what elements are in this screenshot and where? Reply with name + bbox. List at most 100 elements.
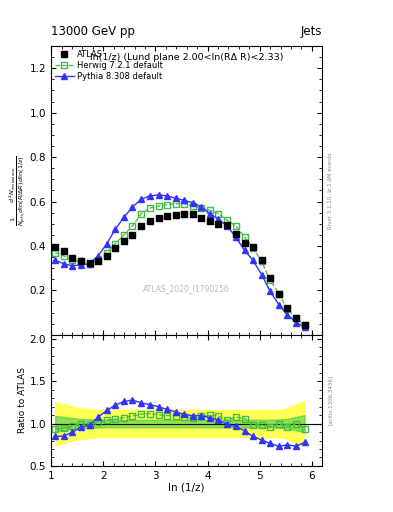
ATLAS [79, 259, 83, 265]
Herwig 7.2.1 default [302, 323, 307, 329]
ATLAS [70, 255, 75, 261]
X-axis label: ln (1/z): ln (1/z) [169, 482, 205, 492]
Herwig 7.2.1 default [294, 315, 299, 321]
Pythia 8.308 default [294, 319, 299, 326]
Pythia 8.308 default [216, 216, 221, 222]
Herwig 7.2.1 default [191, 203, 195, 209]
ATLAS [233, 230, 238, 237]
ATLAS [277, 291, 281, 297]
Herwig 7.2.1 default [113, 241, 118, 247]
Herwig 7.2.1 default [225, 217, 230, 223]
ATLAS [139, 223, 144, 229]
Herwig 7.2.1 default [216, 210, 221, 217]
Pythia 8.308 default [277, 302, 281, 308]
ATLAS [165, 213, 169, 219]
Pythia 8.308 default [147, 193, 152, 199]
Line: Herwig 7.2.1 default: Herwig 7.2.1 default [53, 201, 307, 328]
Pythia 8.308 default [105, 241, 109, 247]
Herwig 7.2.1 default [208, 207, 213, 214]
Line: ATLAS: ATLAS [53, 211, 307, 328]
ATLAS [242, 240, 247, 246]
Text: Rivet 3.1.10, ≥ 2.9M events: Rivet 3.1.10, ≥ 2.9M events [328, 152, 333, 229]
Pythia 8.308 default [225, 223, 230, 229]
ATLAS [87, 260, 92, 266]
Pythia 8.308 default [165, 193, 169, 199]
ATLAS [285, 305, 290, 311]
Herwig 7.2.1 default [251, 245, 255, 251]
Herwig 7.2.1 default [182, 201, 186, 207]
Herwig 7.2.1 default [105, 249, 109, 255]
Pythia 8.308 default [173, 195, 178, 201]
Pythia 8.308 default [251, 257, 255, 263]
Pythia 8.308 default [70, 263, 75, 269]
Pythia 8.308 default [268, 288, 272, 294]
Herwig 7.2.1 default [87, 261, 92, 267]
Pythia 8.308 default [61, 261, 66, 267]
ATLAS [225, 222, 230, 228]
Pythia 8.308 default [87, 261, 92, 267]
Herwig 7.2.1 default [199, 205, 204, 211]
ATLAS [105, 253, 109, 259]
Pythia 8.308 default [208, 210, 213, 217]
ATLAS [173, 212, 178, 218]
ATLAS [251, 244, 255, 250]
ATLAS [259, 257, 264, 263]
ATLAS [156, 215, 161, 221]
Herwig 7.2.1 default [147, 205, 152, 211]
ATLAS [95, 259, 100, 265]
ATLAS [61, 248, 66, 254]
Y-axis label: Ratio to ATLAS: Ratio to ATLAS [18, 367, 27, 433]
ATLAS [147, 219, 152, 225]
Line: Pythia 8.308 default: Pythia 8.308 default [52, 191, 308, 330]
Text: ln(1/z) (Lund plane 2.00<ln(RΔ R)<2.33): ln(1/z) (Lund plane 2.00<ln(RΔ R)<2.33) [90, 53, 283, 62]
ATLAS [216, 221, 221, 227]
Pythia 8.308 default [139, 196, 144, 202]
Herwig 7.2.1 default [277, 291, 281, 297]
ATLAS [130, 232, 135, 238]
ATLAS [53, 244, 58, 250]
Herwig 7.2.1 default [165, 202, 169, 208]
Herwig 7.2.1 default [95, 257, 100, 263]
Herwig 7.2.1 default [268, 278, 272, 284]
Legend: ATLAS, Herwig 7.2.1 default, Pythia 8.308 default: ATLAS, Herwig 7.2.1 default, Pythia 8.30… [53, 49, 164, 83]
Pythia 8.308 default [79, 262, 83, 268]
Pythia 8.308 default [199, 204, 204, 210]
Pythia 8.308 default [53, 257, 58, 263]
Herwig 7.2.1 default [122, 232, 127, 238]
ATLAS [182, 210, 186, 217]
ATLAS [208, 219, 213, 225]
Pythia 8.308 default [259, 272, 264, 278]
Herwig 7.2.1 default [285, 306, 290, 312]
Pythia 8.308 default [113, 226, 118, 232]
Pythia 8.308 default [122, 214, 127, 220]
Text: [arXiv:1306.3436]: [arXiv:1306.3436] [328, 375, 333, 425]
Text: ATLAS_2020_I1790256: ATLAS_2020_I1790256 [143, 284, 230, 293]
Y-axis label: $\frac{1}{N_{\rm jets}}\frac{d^2N_{\rm emissions}}{d\ln(R/\Delta R)\,d\ln(1/z)}$: $\frac{1}{N_{\rm jets}}\frac{d^2N_{\rm e… [7, 155, 28, 226]
Pythia 8.308 default [285, 312, 290, 318]
ATLAS [199, 215, 204, 221]
Herwig 7.2.1 default [79, 259, 83, 265]
ATLAS [122, 239, 127, 245]
Herwig 7.2.1 default [173, 201, 178, 207]
Herwig 7.2.1 default [242, 234, 247, 240]
Pythia 8.308 default [242, 247, 247, 253]
Herwig 7.2.1 default [130, 223, 135, 229]
Pythia 8.308 default [233, 234, 238, 240]
Herwig 7.2.1 default [61, 253, 66, 259]
ATLAS [294, 315, 299, 321]
ATLAS [302, 322, 307, 328]
Pythia 8.308 default [156, 192, 161, 198]
Herwig 7.2.1 default [139, 210, 144, 217]
Herwig 7.2.1 default [156, 203, 161, 209]
Herwig 7.2.1 default [259, 259, 264, 265]
Pythia 8.308 default [95, 253, 100, 259]
Pythia 8.308 default [182, 197, 186, 203]
Text: 13000 GeV pp: 13000 GeV pp [51, 26, 135, 38]
Pythia 8.308 default [191, 200, 195, 206]
Herwig 7.2.1 default [53, 249, 58, 255]
Herwig 7.2.1 default [233, 223, 238, 229]
Pythia 8.308 default [302, 324, 307, 330]
ATLAS [113, 245, 118, 251]
Pythia 8.308 default [130, 204, 135, 210]
Text: Jets: Jets [301, 26, 322, 38]
